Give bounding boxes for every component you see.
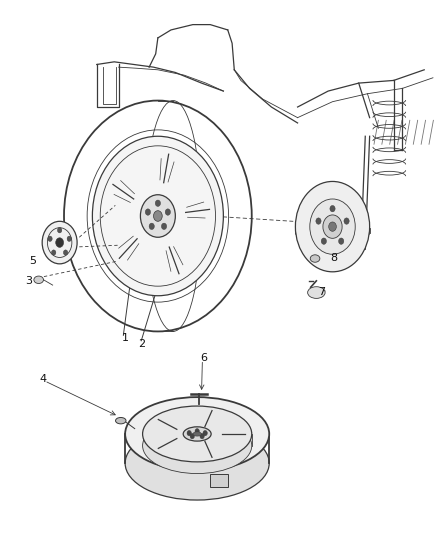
- Circle shape: [57, 228, 62, 233]
- Circle shape: [328, 222, 336, 231]
- Circle shape: [67, 236, 71, 241]
- Ellipse shape: [310, 199, 355, 254]
- Circle shape: [153, 211, 162, 221]
- Circle shape: [145, 209, 151, 215]
- Ellipse shape: [125, 397, 269, 471]
- Ellipse shape: [295, 224, 370, 242]
- Text: 6: 6: [201, 353, 208, 363]
- Circle shape: [162, 223, 166, 230]
- Text: 8: 8: [330, 253, 337, 263]
- Ellipse shape: [193, 432, 201, 436]
- Circle shape: [321, 238, 326, 244]
- Circle shape: [344, 218, 349, 224]
- Circle shape: [316, 218, 321, 224]
- Text: 1: 1: [122, 333, 129, 343]
- Ellipse shape: [116, 417, 126, 424]
- Text: 7: 7: [318, 287, 326, 297]
- Ellipse shape: [125, 426, 269, 500]
- Circle shape: [339, 238, 344, 244]
- Ellipse shape: [323, 215, 342, 238]
- Circle shape: [203, 431, 207, 436]
- Ellipse shape: [141, 195, 175, 237]
- Circle shape: [149, 223, 154, 230]
- Circle shape: [155, 200, 160, 206]
- Circle shape: [56, 238, 64, 247]
- Ellipse shape: [143, 406, 252, 462]
- Circle shape: [52, 250, 56, 255]
- Circle shape: [187, 431, 191, 436]
- Ellipse shape: [183, 427, 211, 441]
- Text: 2: 2: [138, 340, 145, 349]
- Ellipse shape: [34, 276, 43, 284]
- Ellipse shape: [307, 287, 325, 298]
- Text: 4: 4: [39, 374, 46, 384]
- Ellipse shape: [310, 255, 320, 262]
- Circle shape: [48, 236, 52, 241]
- Circle shape: [195, 429, 199, 434]
- Circle shape: [200, 433, 204, 439]
- Ellipse shape: [143, 418, 252, 473]
- Text: 3: 3: [25, 276, 32, 286]
- Ellipse shape: [42, 221, 77, 264]
- Circle shape: [190, 433, 194, 439]
- Circle shape: [64, 250, 68, 255]
- Text: 5: 5: [29, 256, 36, 266]
- Circle shape: [165, 209, 170, 215]
- Circle shape: [330, 205, 335, 212]
- Bar: [210, 474, 228, 487]
- Ellipse shape: [92, 136, 223, 296]
- Ellipse shape: [295, 181, 370, 272]
